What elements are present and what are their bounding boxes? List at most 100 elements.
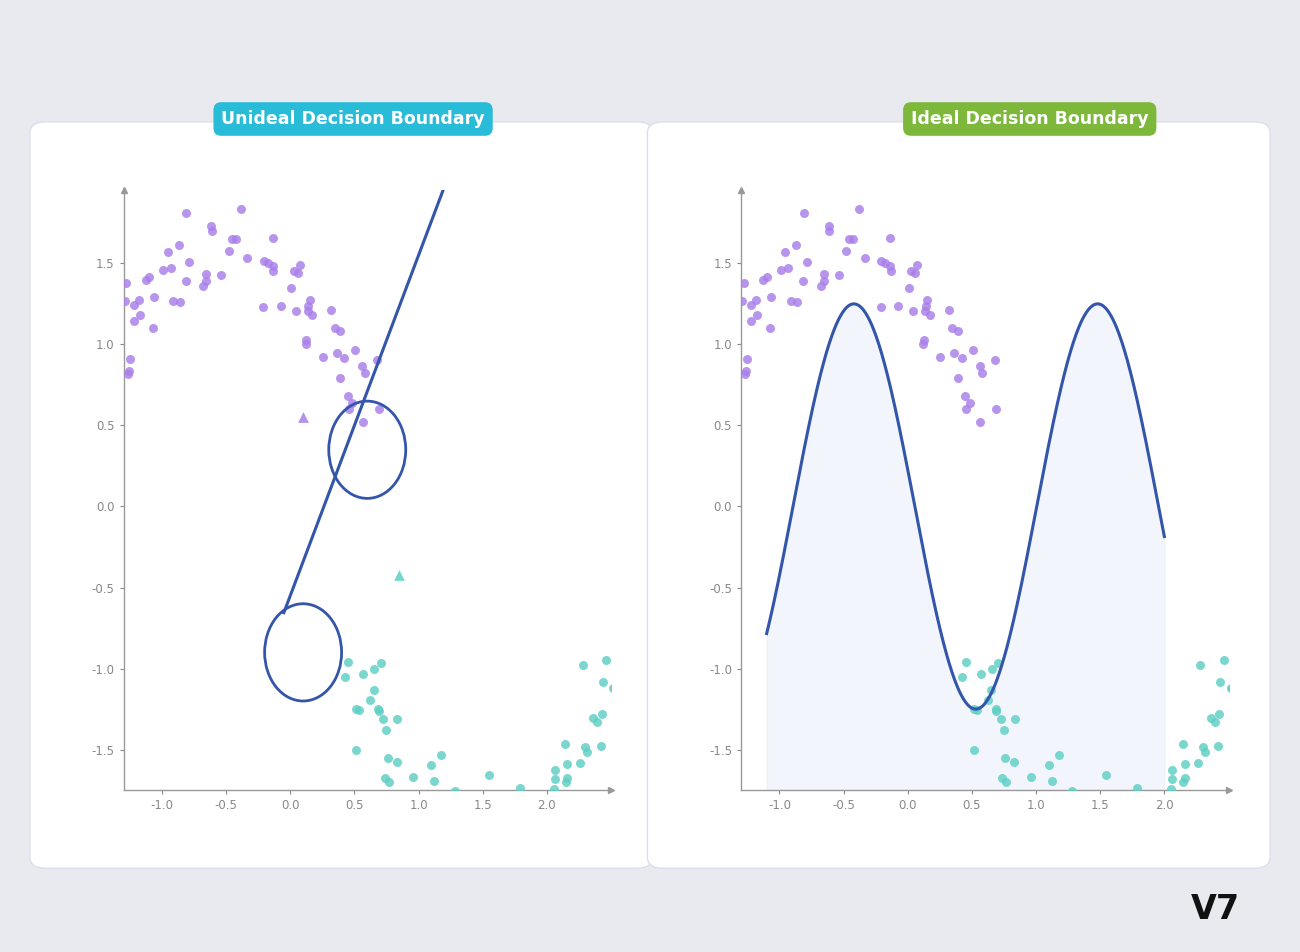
Point [996, 845, 1017, 861]
Point [1105, 813, 1126, 828]
Point [1171, 808, 1192, 823]
Point [1080, 803, 1101, 818]
Point [760, 289, 781, 305]
Point [556, 756, 577, 771]
Point [374, 770, 395, 785]
Point [985, 704, 1006, 719]
Point [959, 396, 980, 411]
Point [621, 656, 642, 671]
Point [105, 330, 126, 346]
Point [746, 292, 767, 307]
Point [1213, 652, 1234, 667]
Point [611, 782, 632, 797]
Point [1026, 803, 1046, 818]
Point [324, 321, 344, 336]
Point [640, 658, 660, 673]
Point [281, 281, 302, 296]
Point [582, 710, 603, 725]
Point [753, 272, 774, 288]
Point [263, 263, 283, 278]
Point [555, 736, 576, 751]
Point [616, 678, 637, 693]
Point [321, 303, 342, 318]
Point [1005, 711, 1026, 726]
Point [92, 309, 113, 325]
Point [342, 396, 363, 411]
Point [338, 388, 359, 404]
Point [1026, 807, 1046, 823]
Point [472, 813, 493, 828]
Point [430, 747, 451, 763]
Point [993, 723, 1014, 738]
Point [757, 269, 777, 285]
Point [103, 356, 124, 371]
Point [202, 219, 222, 234]
Point [1004, 754, 1024, 769]
Point [389, 567, 410, 583]
Point [458, 823, 478, 839]
Point [386, 754, 407, 769]
Point [737, 351, 758, 367]
Point [83, 387, 104, 402]
Point [1039, 758, 1060, 773]
Point [672, 396, 693, 411]
Point [124, 313, 144, 328]
Point [1017, 788, 1037, 803]
Point [1190, 658, 1210, 673]
Point [152, 263, 173, 278]
Point [1226, 720, 1247, 735]
Point [257, 255, 278, 270]
Point [368, 402, 389, 417]
Point [970, 358, 991, 373]
Point [530, 800, 551, 815]
Point [1162, 771, 1183, 786]
Point [545, 763, 566, 778]
Point [364, 683, 385, 698]
Point [352, 414, 373, 429]
Point [454, 832, 474, 847]
Point [985, 702, 1006, 717]
Point [854, 250, 875, 266]
Point [572, 658, 593, 673]
Point [842, 231, 863, 247]
Point [966, 703, 987, 718]
Point [915, 304, 936, 319]
Point [346, 701, 367, 716]
Point [715, 342, 736, 357]
Point [1039, 815, 1060, 830]
Point [446, 809, 467, 824]
Point [408, 807, 429, 823]
Point [289, 257, 309, 272]
Point [814, 267, 835, 282]
Point [114, 294, 135, 309]
Point [368, 702, 389, 717]
Point [780, 293, 801, 308]
Point [1221, 680, 1241, 695]
Point [982, 683, 1002, 698]
Point [1228, 782, 1249, 797]
Point [1222, 681, 1243, 696]
Point [168, 238, 188, 253]
Point [124, 298, 144, 313]
Point [1173, 774, 1193, 789]
Point [408, 803, 429, 818]
Point [421, 758, 442, 773]
Point [992, 770, 1013, 785]
Point [283, 264, 304, 279]
Point [793, 274, 814, 289]
Point [368, 704, 389, 719]
Point [1234, 678, 1254, 693]
Point [378, 774, 399, 789]
Point [1075, 823, 1096, 839]
Point [723, 330, 744, 346]
Point [710, 309, 731, 325]
Point [225, 231, 246, 247]
Point [963, 701, 984, 716]
Point [1019, 799, 1040, 814]
Point [348, 703, 369, 718]
Point [705, 341, 725, 356]
Point [1086, 826, 1106, 842]
Point [747, 307, 768, 323]
Point [939, 303, 959, 318]
Point [1208, 817, 1228, 832]
